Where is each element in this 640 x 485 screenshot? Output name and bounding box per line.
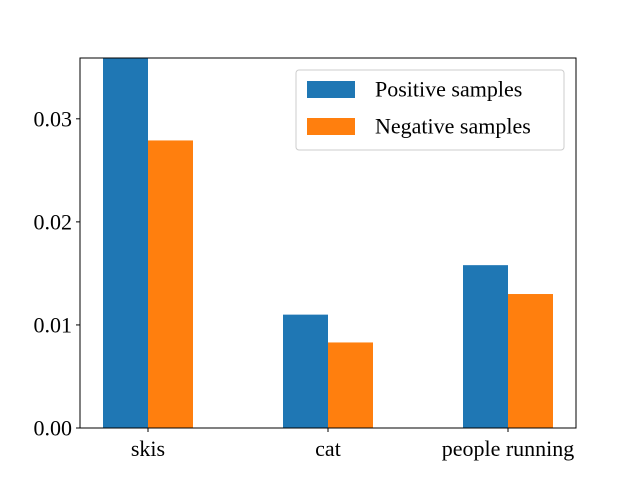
y-axis: 0.00 0.01 0.02 0.03	[34, 106, 80, 441]
legend-swatch	[307, 118, 355, 135]
bar-positive-0	[103, 58, 148, 428]
x-tick-label: people running	[442, 436, 575, 461]
y-tick-label: 0.01	[34, 312, 73, 337]
legend: Positive samples Negative samples	[295, 69, 565, 151]
bar-negative-0	[148, 140, 193, 429]
bar-positive-2	[463, 265, 508, 428]
legend-label: Negative samples	[375, 114, 531, 139]
y-tick-label: 0.03	[34, 106, 73, 131]
x-tick-label: cat	[315, 436, 341, 461]
bar-negative-1	[328, 342, 373, 428]
legend-swatch	[307, 81, 355, 98]
bar-negative-2	[508, 294, 553, 428]
legend-label: Positive samples	[375, 77, 522, 102]
bar-positive-1	[283, 314, 328, 428]
x-axis: skis cat people running	[131, 428, 574, 461]
bars-layer	[103, 58, 553, 429]
y-tick-label: 0.00	[34, 416, 73, 441]
y-tick-label: 0.02	[34, 209, 73, 234]
x-tick-label: skis	[131, 436, 165, 461]
legend-box	[295, 69, 565, 151]
